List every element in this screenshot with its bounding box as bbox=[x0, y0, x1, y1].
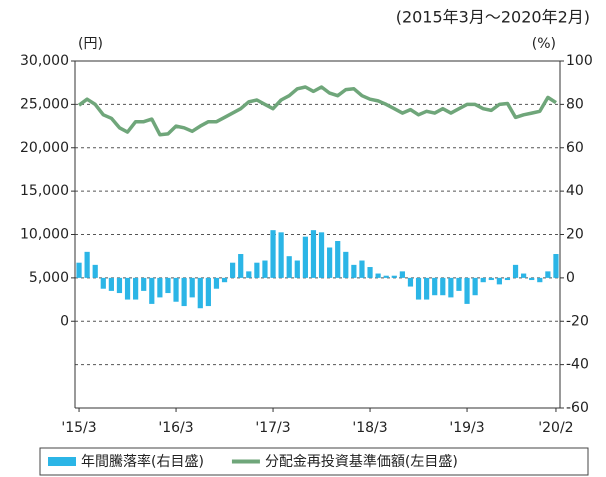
bar bbox=[181, 277, 187, 307]
bar bbox=[327, 247, 333, 278]
bar bbox=[367, 267, 373, 278]
chart-subtitle: (2015年3月～2020年2月) bbox=[396, 8, 590, 27]
bar bbox=[205, 277, 211, 307]
bar bbox=[488, 277, 494, 281]
bar bbox=[383, 275, 389, 278]
bar bbox=[230, 262, 236, 278]
y2-tick-label: 0 bbox=[566, 270, 575, 286]
y-axis-label: (円) bbox=[78, 36, 103, 52]
bar bbox=[246, 271, 252, 278]
x-tick-label: '16/3 bbox=[158, 420, 193, 436]
bar bbox=[504, 277, 511, 281]
bar bbox=[351, 264, 357, 278]
bar bbox=[375, 273, 381, 278]
bar bbox=[189, 277, 195, 298]
bar bbox=[133, 277, 139, 300]
bar bbox=[197, 277, 203, 309]
y-tick-label: 30,000 bbox=[20, 53, 69, 69]
bar bbox=[278, 232, 284, 278]
bar bbox=[415, 277, 422, 300]
bar bbox=[157, 277, 163, 298]
bar bbox=[141, 277, 147, 291]
bar bbox=[440, 277, 446, 296]
bar bbox=[432, 277, 438, 296]
bar bbox=[424, 277, 430, 300]
bar bbox=[496, 277, 502, 285]
bar bbox=[254, 262, 260, 278]
bar bbox=[76, 262, 82, 278]
bar bbox=[270, 230, 276, 278]
bar bbox=[108, 277, 114, 291]
bar bbox=[262, 260, 268, 278]
bar bbox=[480, 277, 486, 283]
y-tick-label: 15,000 bbox=[20, 183, 69, 199]
bar bbox=[464, 277, 470, 304]
y2-axis-label: (%) bbox=[532, 36, 556, 52]
bar bbox=[335, 241, 341, 278]
bar bbox=[294, 260, 300, 278]
bar bbox=[391, 275, 397, 278]
y2-tick-label: -40 bbox=[566, 357, 589, 373]
x-tick-label: '20/2 bbox=[538, 420, 573, 436]
y-tick-label: 0 bbox=[60, 313, 69, 329]
y2-tick-label: 100 bbox=[566, 53, 593, 69]
x-tick-label: '18/3 bbox=[352, 420, 387, 436]
x-tick-label: '19/3 bbox=[449, 420, 484, 436]
bar bbox=[343, 251, 349, 278]
y2-tick-label: -20 bbox=[566, 313, 589, 329]
y2-tick-label: 40 bbox=[566, 183, 584, 199]
bar bbox=[521, 273, 527, 278]
bar bbox=[318, 232, 325, 278]
y-tick-label: 25,000 bbox=[20, 96, 69, 112]
line bbox=[77, 85, 557, 137]
y2-tick-label: -60 bbox=[566, 400, 589, 416]
bar bbox=[238, 254, 244, 278]
bar bbox=[92, 264, 98, 278]
bar bbox=[213, 277, 220, 289]
bar bbox=[100, 277, 106, 289]
bar bbox=[553, 254, 559, 278]
bar bbox=[512, 264, 519, 278]
bar bbox=[302, 236, 308, 278]
bar bbox=[529, 277, 535, 281]
x-tick-label: '15/3 bbox=[61, 420, 96, 436]
y2-tick-label: 20 bbox=[566, 227, 584, 243]
y2-tick-label: 80 bbox=[566, 96, 584, 112]
bar bbox=[149, 277, 155, 304]
bar bbox=[399, 271, 405, 278]
bar bbox=[407, 277, 414, 287]
bar bbox=[124, 277, 131, 300]
bar bbox=[359, 260, 365, 278]
bar bbox=[116, 277, 123, 294]
legend-swatch bbox=[48, 457, 76, 466]
y-tick-label: 10,000 bbox=[20, 227, 69, 243]
bar bbox=[456, 277, 462, 291]
bar bbox=[286, 256, 292, 278]
bar bbox=[221, 277, 228, 283]
bar bbox=[165, 277, 171, 294]
bar bbox=[448, 277, 454, 298]
bar bbox=[545, 271, 551, 278]
y2-tick-label: 60 bbox=[566, 140, 584, 156]
legend-box bbox=[39, 447, 589, 476]
y-tick-label: 5,000 bbox=[29, 270, 69, 286]
bar bbox=[84, 251, 90, 278]
y-tick-label: 20,000 bbox=[20, 140, 69, 156]
bar bbox=[310, 230, 317, 278]
x-tick-label: '17/3 bbox=[255, 420, 290, 436]
bar bbox=[537, 277, 543, 283]
legend-label: 分配金再投資基準価額(左目盛) bbox=[265, 453, 458, 470]
bar bbox=[173, 277, 179, 302]
legend-label: 年間騰落率(右目盛) bbox=[81, 453, 204, 470]
bar bbox=[472, 277, 478, 296]
